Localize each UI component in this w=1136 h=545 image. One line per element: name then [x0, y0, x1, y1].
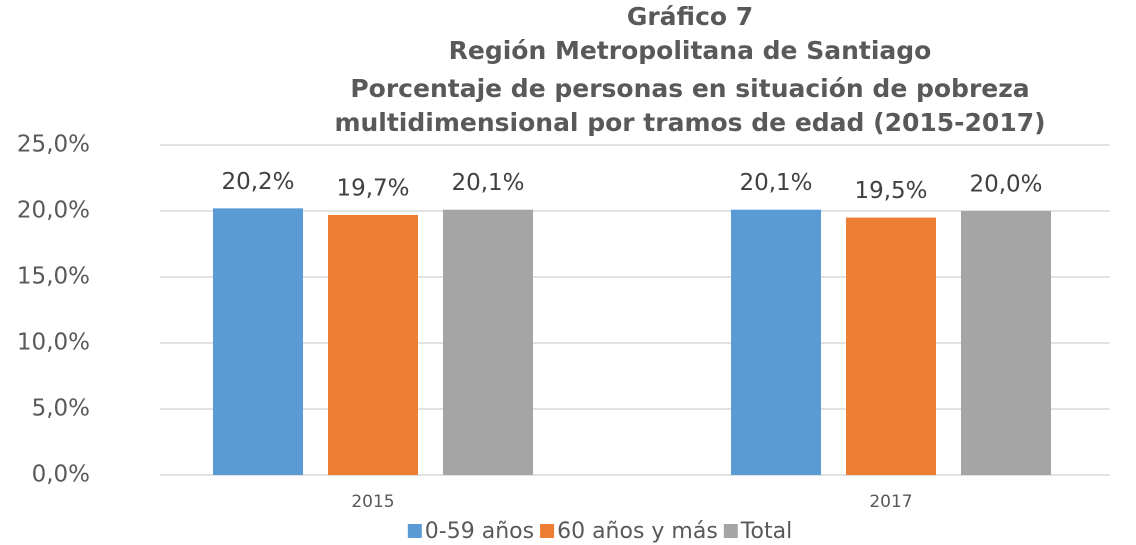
data-label: 19,5%: [854, 178, 927, 204]
data-label: 20,2%: [221, 169, 294, 195]
y-tick-label: 5,0%: [32, 396, 90, 422]
legend-label: Total: [740, 519, 792, 544]
legend-swatch: [407, 524, 422, 538]
y-tick-label: 25,0%: [17, 132, 90, 158]
chart-title: Porcentaje de personas en situación de p…: [350, 74, 1029, 103]
legend-swatch: [723, 524, 738, 538]
chart-title: Gráfico 7: [627, 2, 753, 31]
data-label: 20,1%: [739, 170, 812, 196]
bar: [328, 214, 418, 475]
data-label: 19,7%: [336, 175, 409, 201]
y-tick-label: 0,0%: [32, 462, 90, 488]
data-label: 20,0%: [969, 172, 1042, 198]
data-label: 20,1%: [451, 170, 524, 196]
x-tick-label: 2017: [869, 492, 912, 512]
bar: [213, 208, 303, 476]
bar: [731, 209, 821, 475]
chart-title: Región Metropolitana de Santiago: [449, 36, 932, 65]
y-tick-label: 15,0%: [17, 264, 90, 290]
y-tick-label: 20,0%: [17, 198, 90, 224]
bar: [846, 217, 936, 475]
chart-title: multidimensional por tramos de edad (201…: [334, 108, 1045, 137]
bar: [443, 209, 533, 475]
x-tick-label: 2015: [351, 492, 394, 512]
legend-swatch: [540, 524, 555, 538]
bar: [961, 211, 1051, 475]
legend-label: 60 años y más: [557, 519, 718, 544]
legend-label: 0-59 años: [425, 519, 534, 544]
y-tick-label: 10,0%: [17, 330, 90, 356]
